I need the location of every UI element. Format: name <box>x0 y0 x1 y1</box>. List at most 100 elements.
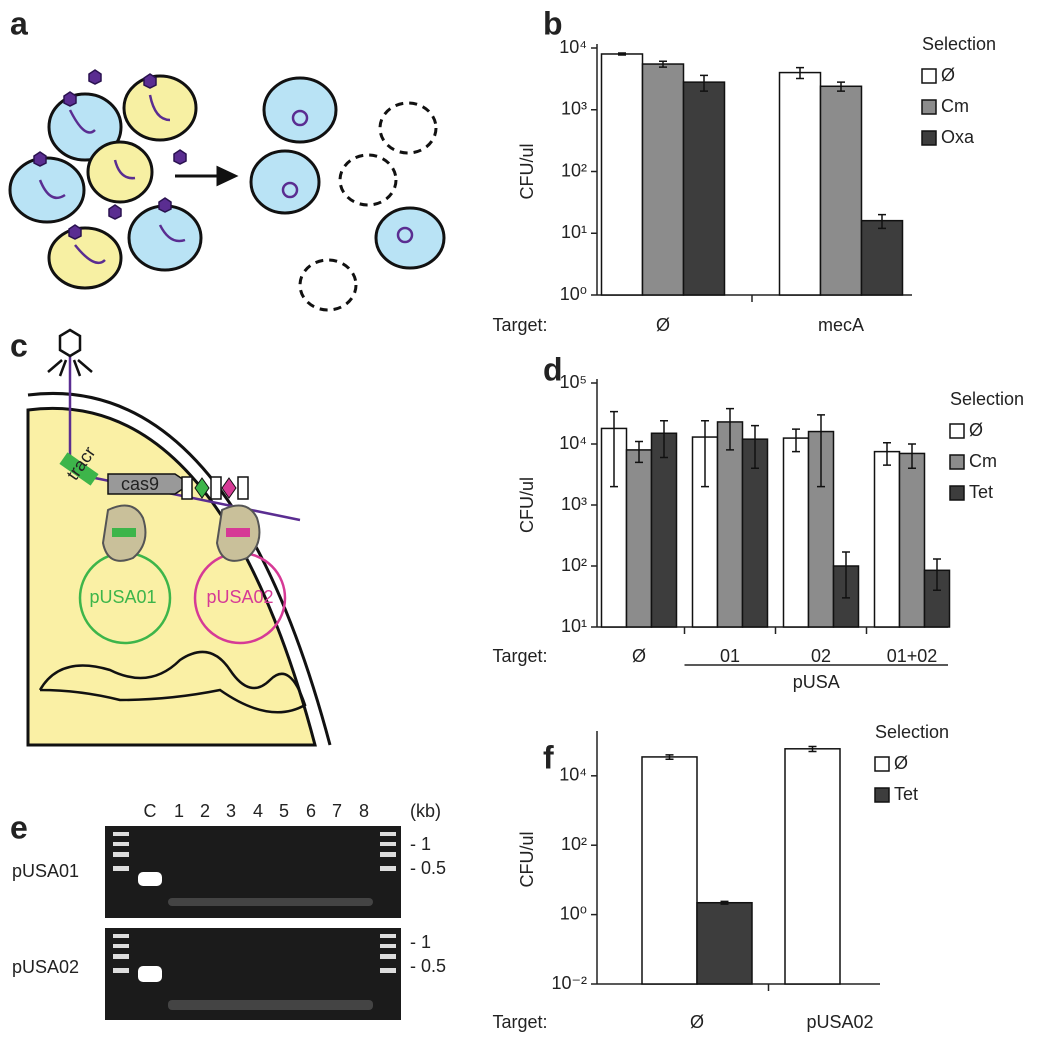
error-bar <box>701 420 709 488</box>
panel-label: e <box>10 809 28 845</box>
y-tick-label: 10¹ <box>561 616 587 636</box>
bar <box>819 85 863 296</box>
lane-label: 2 <box>200 801 210 821</box>
size-label: - 1 <box>410 932 431 952</box>
bar <box>641 756 698 985</box>
legend-label: Ø <box>941 65 955 85</box>
y-tick-label: 10⁵ <box>560 372 587 392</box>
bar <box>782 437 810 628</box>
x-axis-label: Target: <box>492 1012 547 1032</box>
bar <box>696 901 753 985</box>
lane-label: 8 <box>359 801 369 821</box>
size-label: - 0.5 <box>410 858 446 878</box>
error-bar <box>618 52 626 56</box>
x-tick-label: Ø <box>656 315 670 335</box>
lane-label: 1 <box>174 801 184 821</box>
legend-title: Selection <box>922 34 996 54</box>
unit-label: (kb) <box>410 801 441 821</box>
x-tick-label: 02 <box>811 646 831 666</box>
error-bar <box>726 407 734 451</box>
bar <box>625 449 653 628</box>
legend-label: Oxa <box>941 127 975 147</box>
lane-label: 4 <box>253 801 263 821</box>
error-bar <box>837 81 845 92</box>
bar <box>741 438 769 628</box>
panel-label: c <box>10 327 28 363</box>
bar <box>784 748 841 985</box>
bar <box>778 71 822 296</box>
error-bar <box>883 441 891 466</box>
error-bar <box>659 60 667 68</box>
legend-title: Selection <box>950 389 1024 409</box>
size-label: - 0.5 <box>410 956 446 976</box>
error-bar <box>665 754 674 761</box>
error-bar <box>908 443 916 470</box>
label-plasmid: pUSA02 <box>206 587 273 607</box>
error-bar <box>792 428 800 453</box>
y-axis-label: CFU/ul <box>517 477 537 533</box>
legend-title: Selection <box>875 722 949 742</box>
y-tick-label: 10³ <box>561 99 587 119</box>
row-label: pUSA01 <box>12 861 79 881</box>
x-tick-label: mecA <box>818 315 864 335</box>
diagram-c: tracr cas9 pUSA01 pUSA02 <box>26 328 332 747</box>
bar <box>898 452 926 628</box>
error-bar <box>878 213 886 230</box>
panel-label: a <box>10 5 28 41</box>
error-bar <box>720 900 729 905</box>
group-label: pUSA <box>793 672 840 692</box>
legend-label: Ø <box>894 753 908 773</box>
legend-swatch <box>949 454 965 470</box>
legend-label: Ø <box>969 420 983 440</box>
x-tick-label: Ø <box>690 1012 704 1032</box>
legend-swatch <box>949 485 965 501</box>
legend-swatch <box>921 130 937 146</box>
bar <box>860 219 904 296</box>
y-tick-label: 10⁻² <box>551 973 587 993</box>
legend-swatch <box>874 787 890 803</box>
y-tick-label: 10² <box>561 834 587 854</box>
y-tick-label: 10² <box>561 160 587 180</box>
error-bar <box>817 414 825 488</box>
legend-label: Tet <box>969 482 993 502</box>
x-axis-label: Target: <box>492 646 547 666</box>
y-tick-label: 10⁴ <box>559 433 587 453</box>
bar <box>873 450 901 628</box>
x-tick-label: pUSA02 <box>806 1012 873 1032</box>
error-bar <box>610 410 618 488</box>
error-bar <box>933 558 941 592</box>
y-tick-label: 10⁰ <box>560 284 587 304</box>
y-tick-label: 10⁴ <box>559 37 587 57</box>
legend-label: Cm <box>969 451 997 471</box>
lane-label: 6 <box>306 801 316 821</box>
lane-label: 3 <box>226 801 236 821</box>
x-tick-label: Ø <box>632 646 646 666</box>
y-tick-label: 10⁴ <box>559 765 587 785</box>
legend-label: Tet <box>894 784 918 804</box>
y-tick-label: 10³ <box>561 494 587 514</box>
lane-label: 7 <box>332 801 342 821</box>
error-bar <box>808 745 817 753</box>
diagram-a <box>8 69 446 312</box>
bar <box>641 63 685 296</box>
lane-label: C <box>144 801 157 821</box>
y-tick-label: 10⁰ <box>560 903 587 923</box>
y-axis-label: CFU/ul <box>517 831 537 887</box>
legend-swatch <box>874 756 890 772</box>
error-bar <box>751 424 759 470</box>
row-label: pUSA02 <box>12 957 79 977</box>
legend-swatch <box>921 68 937 84</box>
x-tick-label: 01+02 <box>887 646 938 666</box>
bar <box>600 53 644 296</box>
legend-label: Cm <box>941 96 969 116</box>
x-tick-label: 01 <box>720 646 740 666</box>
size-label: - 1 <box>410 834 431 854</box>
error-bar <box>842 551 850 599</box>
bar <box>682 81 726 296</box>
y-tick-label: 10² <box>561 555 587 575</box>
panel-label: f <box>543 739 554 775</box>
error-bar <box>796 66 804 80</box>
x-axis-label: Target: <box>492 315 547 335</box>
error-bar <box>635 440 643 464</box>
legend-swatch <box>921 99 937 115</box>
